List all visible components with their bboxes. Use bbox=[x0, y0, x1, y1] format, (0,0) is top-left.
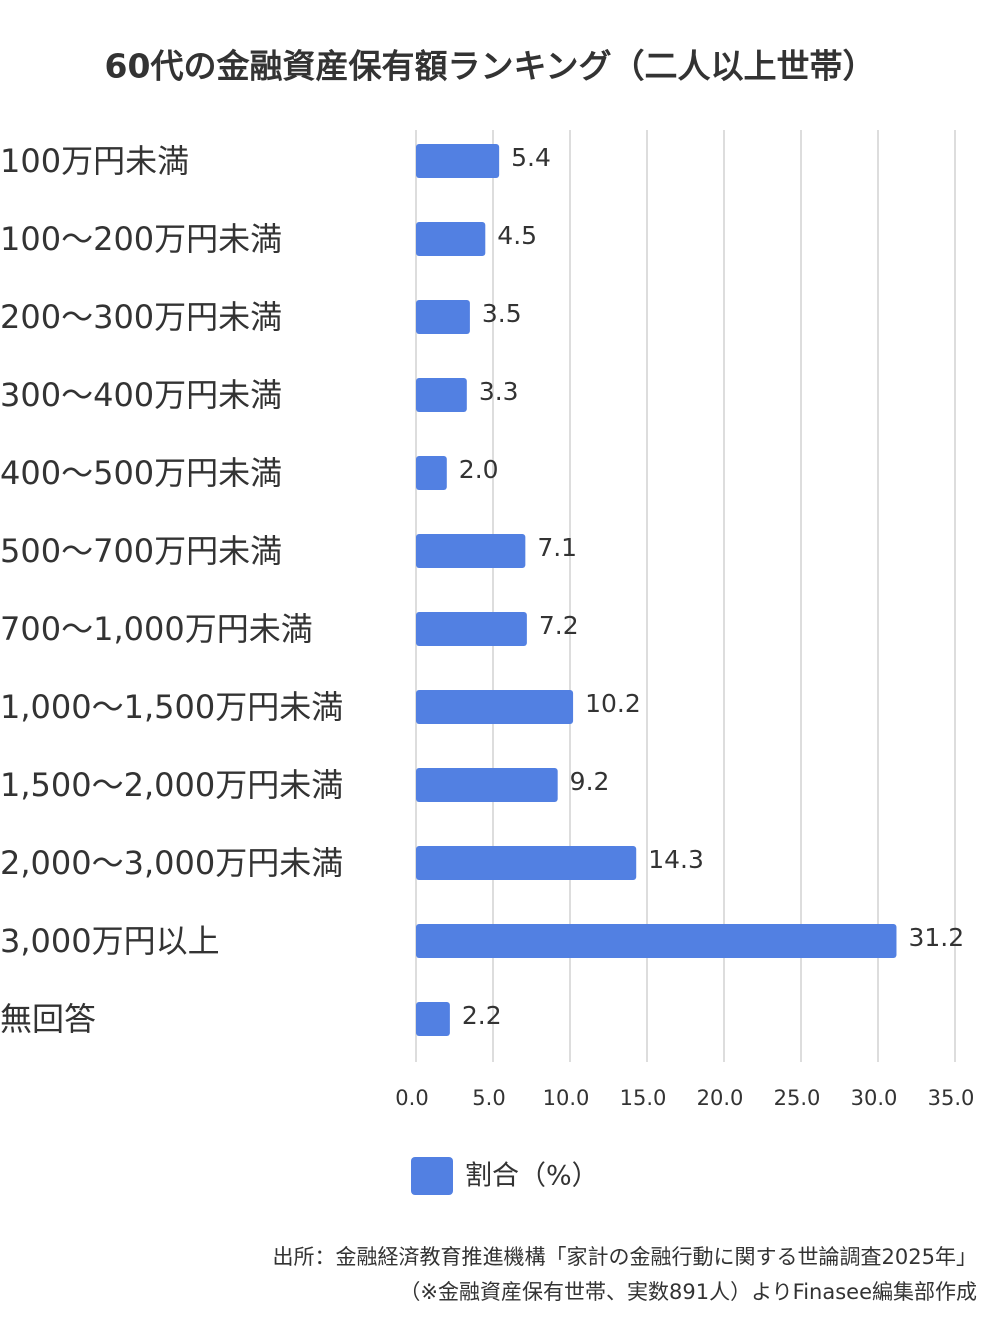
source-note: 出所：金融経済教育推進機構「家計の金融行動に関する世論調査2025年」 bbox=[273, 1245, 977, 1269]
y-tick-label: 500～700万円未満 bbox=[0, 532, 282, 570]
bar bbox=[416, 534, 526, 568]
y-tick-label: 1,000～1,500万円未満 bbox=[0, 688, 343, 726]
source-note: （※金融資産保有世帯、実数891人）よりFinasee編集部作成 bbox=[399, 1280, 977, 1304]
bar bbox=[416, 456, 447, 490]
y-tick-label: 300～400万円未満 bbox=[0, 376, 282, 414]
bar bbox=[416, 300, 470, 334]
bar bbox=[416, 612, 527, 646]
data-label: 10.2 bbox=[585, 689, 641, 718]
data-label: 2.0 bbox=[459, 455, 499, 484]
x-tick-label: 10.0 bbox=[543, 1086, 590, 1110]
bar bbox=[416, 768, 558, 802]
y-tick-label: 700～1,000万円未満 bbox=[0, 610, 313, 648]
legend-label: 割合（%） bbox=[465, 1161, 599, 1192]
bar bbox=[416, 1002, 450, 1036]
x-tick-label: 15.0 bbox=[620, 1086, 667, 1110]
bar bbox=[416, 924, 897, 958]
chart-title: 60代の金融資産保有額ランキング（二人以上世帯） bbox=[105, 47, 876, 86]
data-label: 3.3 bbox=[479, 377, 519, 406]
data-label: 9.2 bbox=[570, 767, 610, 796]
data-label: 5.4 bbox=[511, 143, 551, 172]
data-label: 31.2 bbox=[908, 923, 964, 952]
y-tick-label: 100万円未満 bbox=[0, 142, 189, 180]
y-tick-label: 1,500～2,000万円未満 bbox=[0, 766, 343, 804]
x-tick-label: 35.0 bbox=[928, 1086, 975, 1110]
y-tick-label: 400～500万円未満 bbox=[0, 454, 282, 492]
x-tick-label: 30.0 bbox=[851, 1086, 898, 1110]
y-tick-label: 3,000万円以上 bbox=[0, 922, 220, 960]
bar bbox=[416, 222, 486, 256]
y-tick-label: 無回答 bbox=[0, 1000, 96, 1038]
legend-swatch bbox=[411, 1157, 453, 1195]
y-tick-label: 2,000～3,000万円未満 bbox=[0, 844, 343, 882]
y-tick-label: 100～200万円未満 bbox=[0, 220, 282, 258]
bar bbox=[416, 846, 637, 880]
x-tick-label: 5.0 bbox=[472, 1086, 505, 1110]
data-label: 7.2 bbox=[539, 611, 579, 640]
data-label: 3.5 bbox=[482, 299, 522, 328]
data-label: 7.1 bbox=[537, 533, 577, 562]
data-label: 4.5 bbox=[497, 221, 537, 250]
y-tick-label: 200～300万円未満 bbox=[0, 298, 282, 336]
x-tick-label: 0.0 bbox=[395, 1086, 428, 1110]
bar bbox=[416, 144, 500, 178]
data-label: 14.3 bbox=[648, 845, 704, 874]
data-label: 2.2 bbox=[462, 1001, 502, 1030]
x-tick-label: 20.0 bbox=[697, 1086, 744, 1110]
bar bbox=[416, 690, 574, 724]
x-tick-label: 25.0 bbox=[774, 1086, 821, 1110]
bar bbox=[416, 378, 467, 412]
